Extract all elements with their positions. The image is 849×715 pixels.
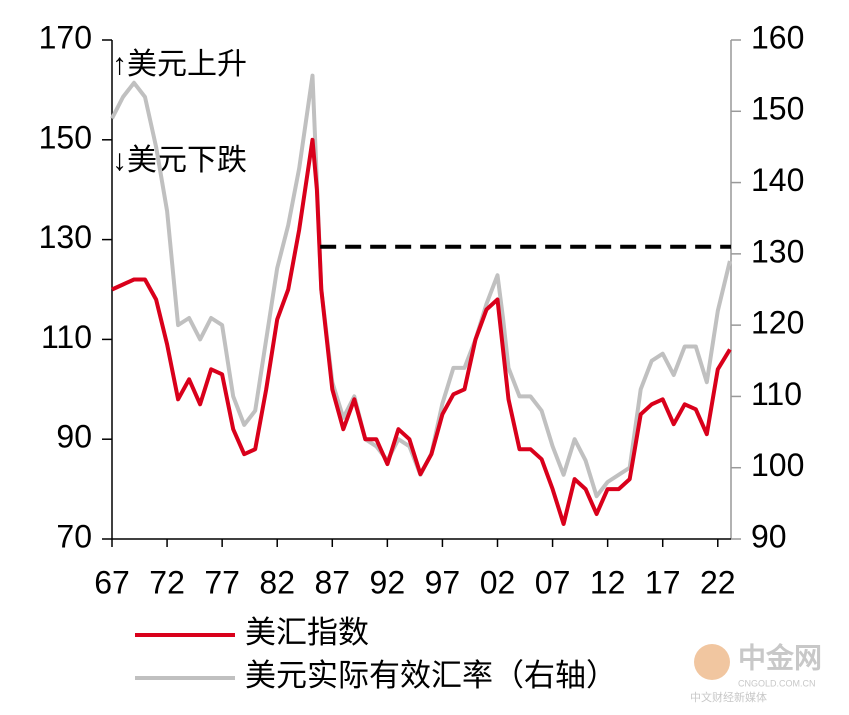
annotation: ↓美元下跌 — [112, 144, 247, 177]
y-tick-label: 130 — [39, 219, 92, 255]
annotation: ↑美元上升 — [112, 48, 247, 81]
x-tick-label: 77 — [204, 564, 240, 600]
x-tick-label: 12 — [590, 564, 626, 600]
y2-tick-label: 120 — [751, 305, 804, 341]
x-tick-label: 87 — [314, 564, 350, 600]
x-tick-label: 02 — [480, 564, 516, 600]
y2-tick-label: 100 — [751, 447, 804, 483]
x-tick-label: 22 — [700, 564, 736, 600]
x-tick-label: 72 — [149, 564, 185, 600]
y-tick-label: 170 — [39, 19, 92, 55]
y2-tick-label: 90 — [751, 518, 787, 554]
y-tick-label: 90 — [56, 419, 92, 455]
watermark: 中金网 — [738, 641, 822, 673]
y-tick-label: 150 — [39, 119, 92, 155]
y2-tick-label: 160 — [751, 19, 804, 55]
x-tick-label: 82 — [259, 564, 295, 600]
legend-label: 美汇指数 — [245, 615, 369, 650]
y2-tick-label: 110 — [751, 376, 802, 412]
series-line — [111, 137, 732, 526]
y2-tick-label: 140 — [751, 162, 804, 198]
x-tick-label: 67 — [94, 564, 130, 600]
legend-label: 美元实际有效汇率（右轴） — [245, 658, 617, 693]
watermark: 中文财经新媒体 — [690, 690, 767, 704]
y-tick-label: 70 — [56, 518, 92, 554]
watermark: CNGOLD.COM.CN — [738, 678, 816, 688]
x-tick-label: 97 — [425, 564, 461, 600]
y2-tick-label: 130 — [751, 233, 804, 269]
y-tick-label: 110 — [41, 319, 92, 355]
watermark-logo — [694, 644, 730, 680]
x-tick-label: 17 — [645, 564, 681, 600]
x-tick-label: 07 — [535, 564, 571, 600]
x-tick-label: 92 — [370, 564, 406, 600]
y2-tick-label: 150 — [751, 91, 804, 127]
